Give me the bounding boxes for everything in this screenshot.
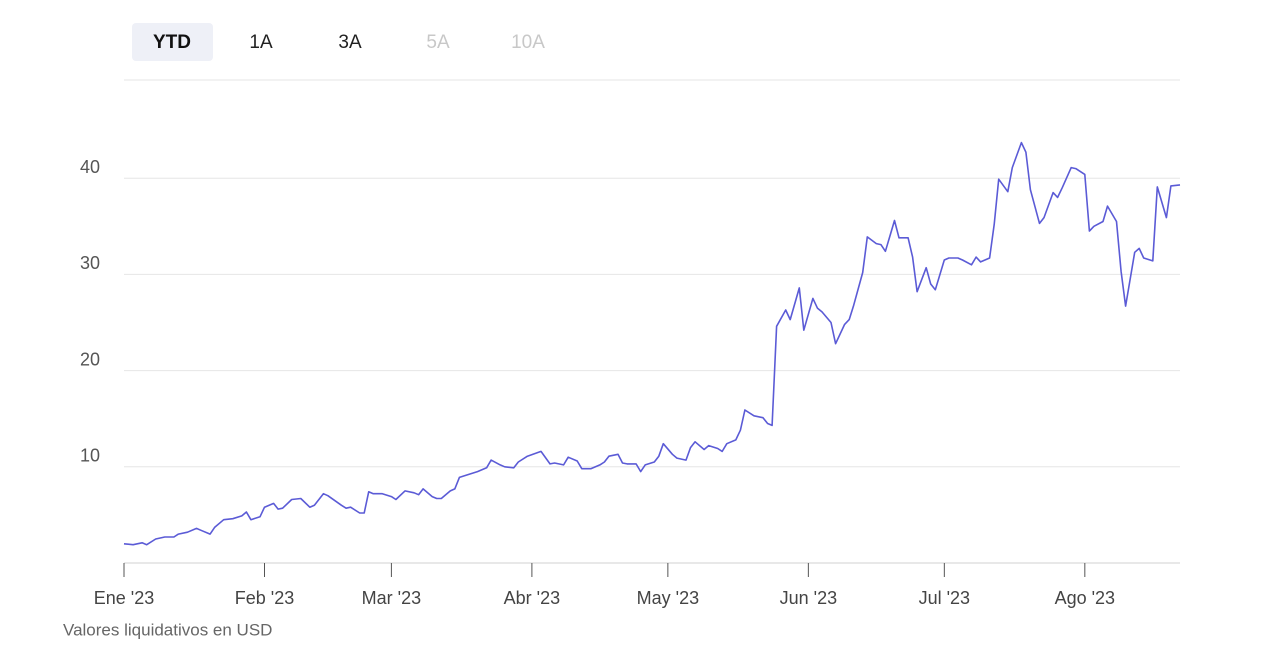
caption: Valores liquidativos en USD [63,620,272,639]
range-button[interactable]: 3A [338,32,362,53]
x-tick-label: Ene '23 [94,588,155,608]
x-tick-label: Ago '23 [1055,588,1116,608]
x-tick-label: May '23 [637,588,699,608]
y-tick-label: 10 [80,446,100,466]
range-button: 5A [426,32,450,53]
range-button[interactable]: YTD [153,32,191,53]
x-tick-label: Jul '23 [919,588,970,608]
range-button: 10A [511,32,545,53]
x-tick-label: Mar '23 [362,588,421,608]
x-tick-label: Jun '23 [780,588,837,608]
x-tick-label: Feb '23 [235,588,294,608]
selected-button-bg [132,23,213,61]
y-tick-label: 30 [80,253,100,273]
y-tick-label: 20 [80,349,100,369]
range-button[interactable]: 1A [249,32,273,53]
y-tick-label: 40 [80,157,100,177]
price-line [123,141,1181,546]
x-tick-label: Abr '23 [504,588,560,608]
